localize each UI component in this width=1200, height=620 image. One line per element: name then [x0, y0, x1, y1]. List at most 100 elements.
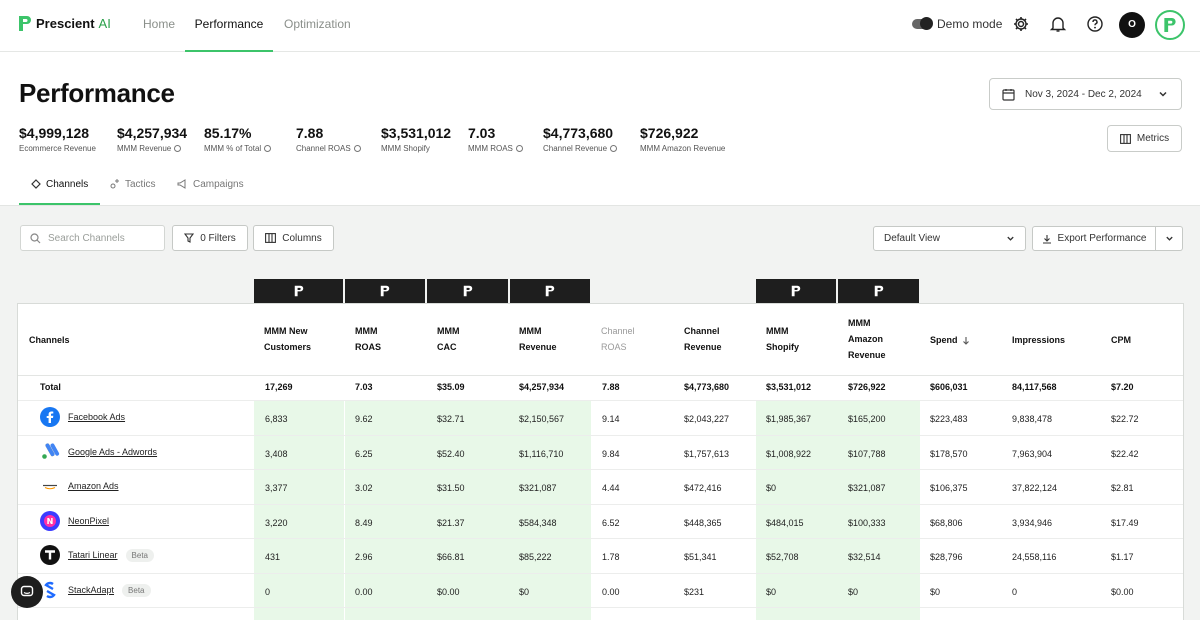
table-cell: $22.42 [1111, 449, 1139, 459]
stackadapt-icon [40, 580, 60, 600]
total-cell: $35.09 [437, 382, 465, 392]
total-cell: $7.20 [1111, 382, 1134, 392]
table-cell: $68,806 [930, 518, 963, 528]
info-icon[interactable] [353, 145, 361, 152]
column-header-mmm-cac[interactable]: MMM CAC [437, 323, 460, 355]
header-line: MMM New [264, 326, 308, 336]
mmm-column-highlight [838, 400, 920, 620]
table-cell: $52.40 [437, 449, 465, 459]
table-cell: $100,333 [848, 518, 886, 528]
column-header-channel-roas[interactable]: Channel ROAS [601, 323, 635, 355]
prescient-logo[interactable]: Prescient AI [18, 15, 111, 32]
metrics-button[interactable]: Metrics [1107, 125, 1182, 152]
nav-tab-performance[interactable]: Performance [185, 0, 273, 52]
mmm-column-highlight [254, 400, 344, 620]
info-icon[interactable] [515, 145, 523, 152]
channel-name-link[interactable]: NeonPixel [68, 516, 110, 526]
channel-name-link[interactable]: Amazon Ads [68, 481, 119, 491]
column-header-mmm-new-customers[interactable]: MMM New Customers [264, 323, 311, 355]
info-icon[interactable] [264, 145, 272, 152]
header-line: Channel [684, 326, 720, 336]
table-cell: 431 [265, 552, 281, 562]
total-label: Total [40, 382, 61, 392]
gear-icon[interactable] [1012, 15, 1030, 33]
mmm-column-badge [510, 279, 590, 303]
header-line: MMM [766, 326, 789, 336]
prescient-logo-icon [19, 16, 31, 31]
tactics-icon [110, 179, 119, 189]
header-line: ROAS [355, 342, 382, 352]
header-line: MMM [355, 326, 378, 336]
kpi-value: 7.88 [296, 125, 324, 141]
user-avatar[interactable]: O [1119, 12, 1145, 38]
channel-name-link[interactable]: Google Ads - Adwords [68, 447, 158, 457]
channel-cell: N NeonPixel [40, 511, 109, 531]
table-cell: $52,708 [766, 552, 799, 562]
prescient-logo-icon [294, 285, 303, 297]
header-line: Shopify [766, 342, 799, 352]
tab-channels[interactable]: Channels [19, 179, 101, 205]
demo-mode-toggle[interactable]: Demo mode [912, 17, 1002, 31]
channel-name-link[interactable]: StackAdapt [68, 585, 115, 595]
date-range-picker[interactable]: Nov 3, 2024 - Dec 2, 2024 [989, 78, 1182, 110]
column-header-impressions[interactable]: Impressions [1012, 335, 1066, 345]
export-performance-button[interactable]: Export Performance [1032, 226, 1156, 251]
chat-icon [20, 585, 34, 597]
row-divider [18, 573, 1183, 574]
info-icon[interactable] [174, 145, 182, 152]
view-select[interactable]: Default View [873, 226, 1026, 251]
mmm-column-badge [427, 279, 508, 303]
demo-mode-label: Demo mode [937, 17, 1003, 31]
nav-tab-home[interactable]: Home [143, 17, 176, 31]
info-icon[interactable] [610, 145, 618, 152]
toggle-switch-icon[interactable] [912, 17, 933, 30]
table-cell: $21.37 [437, 518, 465, 528]
column-header-channel-revenue[interactable]: Channel Revenue [684, 323, 722, 355]
svg-text:N: N [47, 517, 54, 526]
column-header-mmm-revenue[interactable]: MMM Revenue [519, 323, 557, 355]
column-header-mmm-amazon-revenue[interactable]: MMM Amazon Revenue [848, 315, 886, 363]
facebook-icon [40, 407, 60, 427]
columns-button[interactable]: Columns [253, 225, 334, 251]
header-line: MMM [437, 326, 460, 336]
kpi-label: MMM Amazon Revenue [640, 144, 726, 153]
mmm-column-highlight [756, 400, 838, 620]
table-cell: $0 [766, 483, 777, 493]
channel-name-link[interactable]: Tatari Linear [68, 550, 118, 560]
brand-avatar[interactable] [1155, 10, 1185, 40]
total-cell: 17,269 [265, 382, 293, 392]
table-cell: 3.02 [355, 483, 373, 493]
sort-descending-icon[interactable] [962, 336, 970, 345]
nav-tab-optimization[interactable]: Optimization [284, 17, 351, 31]
total-cell: $3,531,012 [766, 382, 812, 392]
column-header-cpm[interactable]: CPM [1111, 335, 1131, 345]
table-cell: 0.00 [355, 587, 373, 597]
chevron-down-icon [1007, 236, 1014, 241]
column-header-spend[interactable]: Spend [930, 332, 970, 348]
help-icon[interactable] [1086, 15, 1104, 33]
chat-launcher-button[interactable] [11, 576, 43, 608]
table-cell: $165,200 [848, 414, 886, 424]
column-header-mmm-shopify[interactable]: MMM Shopify [766, 323, 799, 355]
header-divider [18, 375, 1183, 376]
table-cell: 0.00 [602, 587, 620, 597]
tab-tactics[interactable]: Tactics [110, 179, 156, 205]
search-channels-input[interactable]: Search Channels [20, 225, 165, 251]
header-line: Revenue [519, 342, 557, 352]
channel-name-link[interactable]: Facebook Ads [68, 412, 126, 422]
column-header-channels[interactable]: Channels [29, 335, 70, 345]
table-cell: $1,757,613 [684, 449, 730, 459]
table-cell: $1,985,367 [766, 414, 812, 424]
kpi-value: $4,999,128 [19, 125, 90, 141]
kpi-value: $3,531,012 [381, 125, 452, 141]
tab-campaigns[interactable]: Campaigns [177, 179, 244, 205]
header-line: MMM [848, 318, 871, 328]
table-cell: $321,087 [519, 483, 557, 493]
bell-icon[interactable] [1049, 15, 1067, 33]
export-dropdown-button[interactable] [1156, 226, 1183, 251]
kpi-mmm-percent-of-total: 85.17% MMM % of Total [204, 125, 272, 153]
filters-button[interactable]: 0 Filters [172, 225, 248, 251]
table-cell: $0 [848, 587, 859, 597]
table-cell: $1.17 [1111, 552, 1134, 562]
column-header-mmm-roas[interactable]: MMM ROAS [355, 323, 381, 355]
